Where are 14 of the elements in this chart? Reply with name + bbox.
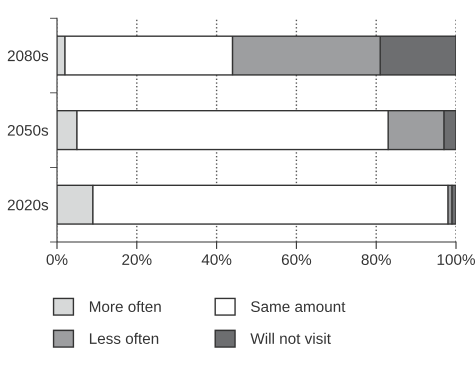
y-tick-label: 2080s: [8, 50, 48, 62]
x-tick-label: 60%: [282, 254, 312, 266]
legend-label: Will not visit: [250, 332, 331, 344]
bar: [451, 184, 456, 225]
x-tick-label: 40%: [202, 254, 232, 266]
x-tick-label: 100%: [438, 254, 475, 266]
x-tick-label: 0%: [46, 254, 68, 266]
y-tick-label: 2050s: [8, 124, 48, 136]
x-tick-label: 80%: [362, 254, 391, 266]
legend-label: Less often: [90, 332, 158, 344]
legend-label: Same amount: [251, 301, 346, 312]
y-tick-label: 2020s: [8, 200, 48, 210]
x-tick-label: 20%: [122, 254, 152, 266]
legend-label: More often: [90, 300, 161, 312]
